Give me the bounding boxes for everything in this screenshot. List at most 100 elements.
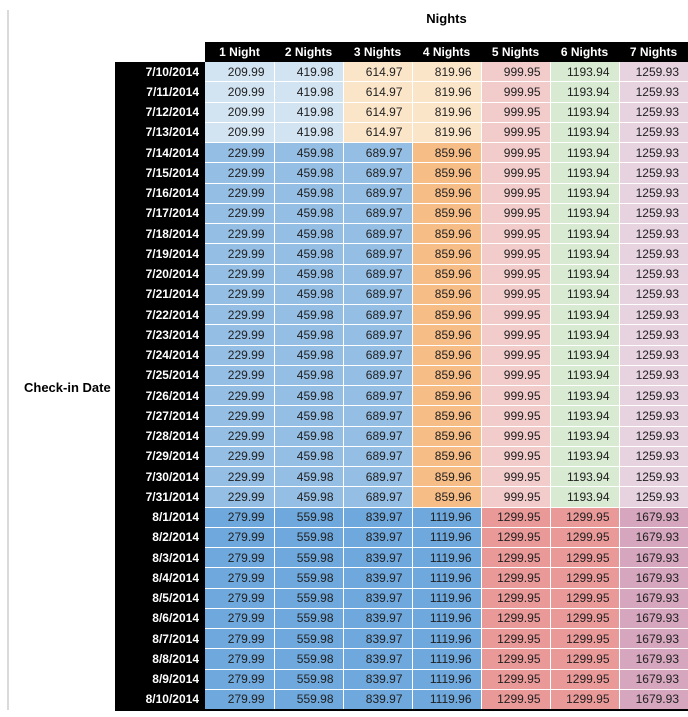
table-row: 8/9/2014 279.99 559.98 839.97 1119.96 1299.95…: [115, 669, 688, 690]
price-cell: 689.97: [343, 243, 413, 265]
price-cell: 1299.95: [481, 628, 551, 650]
date-cell: 7/25/2014: [115, 365, 205, 386]
price-cell: 999.95: [481, 486, 551, 508]
date-cell: 8/6/2014: [115, 608, 205, 629]
price-cell: 689.97: [343, 223, 413, 245]
price-cell: 1193.94: [550, 466, 620, 488]
price-cell: 559.98: [274, 547, 344, 569]
price-cell: 229.99: [205, 284, 275, 306]
price-cell: 689.97: [343, 486, 413, 508]
price-cell: 1299.95: [481, 588, 551, 609]
date-cell: 8/1/2014: [115, 507, 205, 528]
price-cell: 459.98: [274, 405, 344, 427]
price-cell: 859.96: [412, 345, 482, 366]
price-cell: 1259.93: [619, 62, 688, 83]
price-cell: 839.97: [343, 628, 413, 650]
table-row: 8/6/2014 279.99 559.98 839.97 1119.96 1299.95…: [115, 608, 688, 630]
price-cell: 1259.93: [619, 284, 688, 306]
price-cell: 859.96: [412, 486, 482, 508]
price-cell: 1193.94: [550, 142, 620, 164]
price-cell: 229.99: [205, 345, 275, 366]
price-cell: 419.98: [274, 102, 344, 123]
price-cell: 1679.93: [619, 608, 688, 630]
table-row: 7/17/2014 229.99 459.98 689.97 859.96 999.95 1…: [115, 203, 688, 225]
price-cell: 999.95: [481, 365, 551, 387]
price-cell: 614.97: [343, 102, 413, 123]
table-row: 8/5/2014 279.99 559.98 839.97 1119.96 1299.95…: [115, 588, 688, 609]
price-cell: 1259.93: [619, 142, 688, 164]
price-cell: 1299.95: [481, 507, 551, 528]
price-cell: 209.99: [205, 62, 275, 83]
price-cell: 459.98: [274, 385, 344, 407]
price-cell: 1259.93: [619, 426, 688, 447]
table-row: 8/2/2014 279.99 559.98 839.97 1119.96 1299.95…: [115, 527, 688, 549]
column-header: 7 Nights: [619, 42, 688, 62]
price-cell: 1119.96: [412, 628, 482, 650]
price-cell: 279.99: [205, 608, 275, 630]
price-cell: 1259.93: [619, 102, 688, 123]
price-cell: 1299.95: [550, 588, 620, 609]
price-cell: 1119.96: [412, 588, 482, 609]
price-cell: 1299.95: [550, 547, 620, 569]
price-cell: 999.95: [481, 203, 551, 225]
price-cell: 459.98: [274, 243, 344, 265]
price-cell: 859.96: [412, 203, 482, 225]
price-cell: 1119.96: [412, 527, 482, 549]
pricing-table: 1 Night 2 Nights 3 Nights 4 Nights 5 Nights 6…: [115, 42, 688, 711]
price-cell: 999.95: [481, 405, 551, 427]
table-row: 7/23/2014 229.99 459.98 689.97 859.96 999.95 1…: [115, 324, 688, 346]
price-cell: 1193.94: [550, 102, 620, 123]
price-cell: 1193.94: [550, 62, 620, 83]
price-cell: 229.99: [205, 486, 275, 508]
price-cell: 1193.94: [550, 162, 620, 184]
price-cell: 459.98: [274, 162, 344, 184]
price-cell: 1193.94: [550, 243, 620, 265]
price-cell: 1259.93: [619, 486, 688, 508]
price-cell: 1259.93: [619, 405, 688, 427]
price-cell: 1193.94: [550, 264, 620, 285]
price-cell: 1119.96: [412, 567, 482, 589]
table-header: 1 Night 2 Nights 3 Nights 4 Nights 5 Nights 6…: [115, 42, 688, 62]
column-header: 1 Night: [205, 42, 274, 62]
price-cell: 279.99: [205, 547, 275, 569]
table-row: 7/15/2014 229.99 459.98 689.97 859.96 999.95 1…: [115, 162, 688, 184]
price-cell: 859.96: [412, 183, 482, 204]
price-cell: 279.99: [205, 669, 275, 690]
price-cell: 1193.94: [550, 81, 620, 103]
date-cell: 7/10/2014: [115, 62, 205, 82]
price-cell: 459.98: [274, 486, 344, 508]
price-cell: 1119.96: [412, 669, 482, 690]
price-cell: 689.97: [343, 284, 413, 306]
price-cell: 859.96: [412, 466, 482, 488]
price-cell: 279.99: [205, 507, 275, 528]
price-cell: 999.95: [481, 466, 551, 488]
price-cell: 999.95: [481, 102, 551, 123]
price-cell: 999.95: [481, 162, 551, 184]
price-cell: 999.95: [481, 183, 551, 204]
price-cell: 229.99: [205, 223, 275, 245]
price-cell: 1299.95: [481, 669, 551, 690]
table-row: 8/10/2014 279.99 559.98 839.97 1119.96 1299.9…: [115, 689, 688, 710]
price-cell: 1193.94: [550, 446, 620, 468]
price-cell: 859.96: [412, 405, 482, 427]
price-cell: 279.99: [205, 628, 275, 650]
price-cell: 229.99: [205, 385, 275, 407]
price-cell: 859.96: [412, 264, 482, 285]
date-cell: 7/27/2014: [115, 405, 205, 426]
price-cell: 1259.93: [619, 203, 688, 225]
price-cell: 859.96: [412, 385, 482, 407]
price-cell: 459.98: [274, 142, 344, 164]
date-cell: 7/20/2014: [115, 264, 205, 285]
price-cell: 1299.95: [481, 648, 551, 670]
column-header: 5 Nights: [481, 42, 550, 62]
price-cell: 1259.93: [619, 183, 688, 204]
price-cell: 229.99: [205, 466, 275, 488]
price-cell: 839.97: [343, 648, 413, 670]
price-cell: 859.96: [412, 365, 482, 387]
price-cell: 459.98: [274, 426, 344, 447]
table-row: 7/28/2014 229.99 459.98 689.97 859.96 999.95 1…: [115, 426, 688, 447]
date-cell: 7/19/2014: [115, 243, 205, 264]
price-cell: 559.98: [274, 527, 344, 549]
price-cell: 689.97: [343, 385, 413, 407]
price-cell: 999.95: [481, 142, 551, 164]
